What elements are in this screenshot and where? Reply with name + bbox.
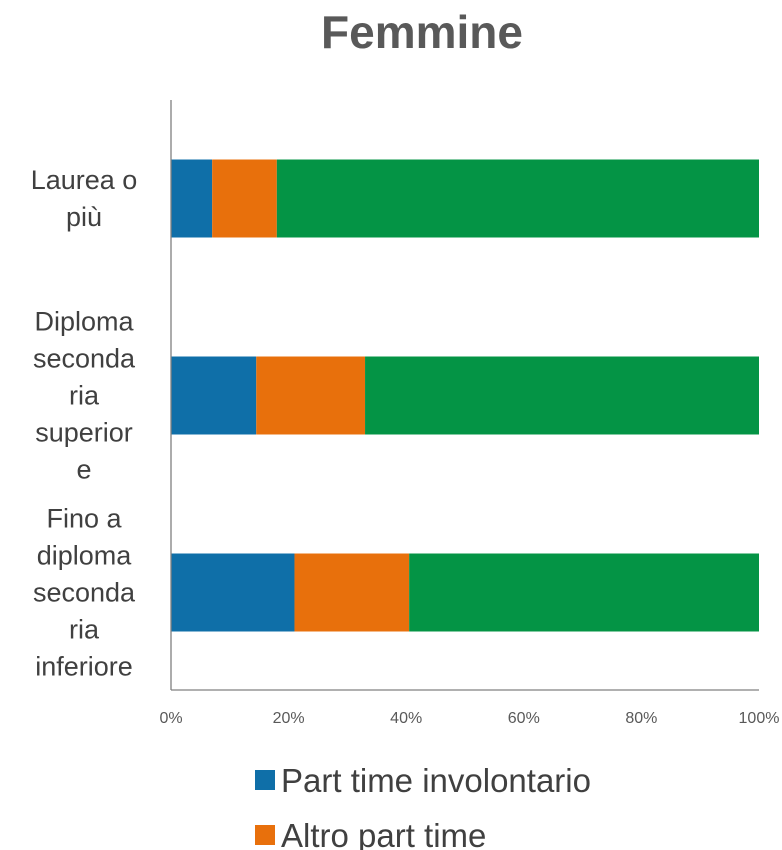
bar-segment-2-2 (409, 553, 759, 632)
bars-group (171, 159, 759, 632)
legend-swatch-0 (255, 770, 275, 790)
bar-segment-0-1 (212, 159, 277, 238)
category-label-1-line-0: Diploma (34, 307, 134, 337)
category-label-1-line-3: superior (35, 418, 133, 448)
axes-group (170, 100, 759, 691)
legend-swatch-1 (255, 825, 275, 845)
x-tick-label-3: 60% (508, 710, 540, 727)
category-label-2-line-4: inferiore (35, 652, 133, 682)
legend: Part time involontario Altro part time (255, 762, 591, 850)
bar-segment-2-0 (171, 553, 295, 632)
bar-segment-2-1 (294, 553, 410, 632)
x-tick-label-4: 80% (625, 710, 657, 727)
category-label-1-line-4: e (76, 455, 91, 485)
category-label-1-line-2: ria (69, 381, 100, 411)
tick-labels: 0% 20% 40% 60% 80% 100% (159, 710, 779, 727)
chart-title: Femmine (321, 6, 523, 58)
category-label-2-line-1: diploma (37, 541, 133, 571)
x-tick-label-2: 40% (390, 710, 422, 727)
bar-segment-0-2 (276, 159, 759, 238)
bar-segment-1-2 (365, 356, 759, 435)
category-label-0-line-1: più (66, 202, 102, 232)
x-tick-label-5: 100% (739, 710, 780, 727)
category-label-0-line-0: Laurea o (31, 165, 138, 195)
category-label-2-line-2: seconda (33, 578, 136, 608)
category-labels: Laurea o più Diploma seconda ria superior e Fin… (31, 165, 138, 682)
x-tick-label-1: 20% (273, 710, 305, 727)
bar-segment-1-1 (256, 356, 366, 435)
legend-label-0: Part time involontario (281, 762, 591, 799)
bar-segment-0-0 (171, 159, 213, 238)
category-label-1-line-1: seconda (33, 344, 136, 374)
category-label-2-line-3: ria (69, 615, 100, 645)
bar-segment-1-0 (171, 356, 257, 435)
legend-label-1: Altro part time (281, 817, 486, 850)
category-label-2-line-0: Fino a (46, 504, 122, 534)
x-tick-label-0: 0% (159, 710, 182, 727)
